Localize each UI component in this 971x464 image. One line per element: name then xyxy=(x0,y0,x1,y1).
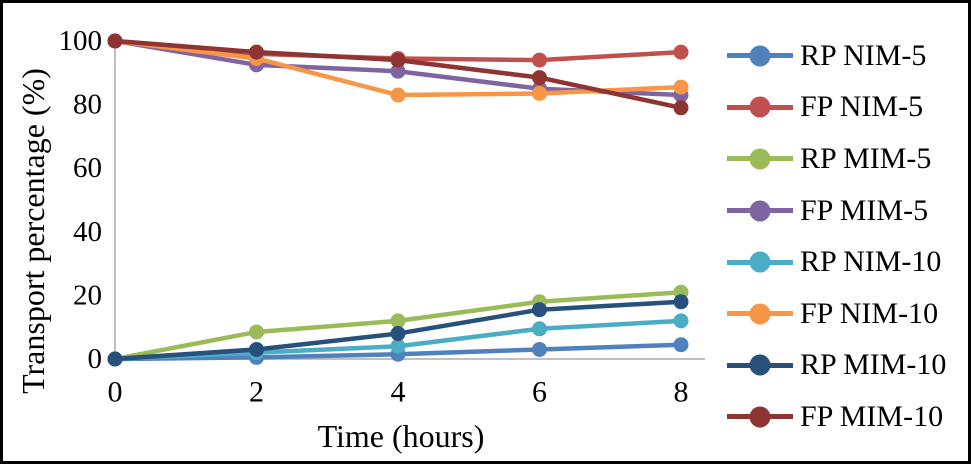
line-chart-plot-area: 0 20 40 60 80 100 0 2 4 6 8 xyxy=(59,25,705,409)
data-point-rp-mim-10-8h xyxy=(673,294,689,310)
data-point-rp-mim-5-4h xyxy=(390,313,406,329)
data-point-fp-mim-10-8h xyxy=(673,100,689,116)
x-tick-label-2: 2 xyxy=(249,376,264,409)
y-axis-title: Transport percentage (%) xyxy=(15,68,51,394)
legend-item-fp-mim-10: FP MIM-10 xyxy=(727,391,946,443)
legend-dot-icon xyxy=(749,303,771,325)
legend-label-fp-mim-5: FP MIM-5 xyxy=(800,193,929,227)
data-point-fp-nim-10-4h xyxy=(390,87,406,103)
y-tick-label-80: 80 xyxy=(73,89,102,121)
legend-item-fp-nim-10: FP NIM-10 xyxy=(727,288,946,340)
legend-item-rp-mim-10: RP MIM-10 xyxy=(727,340,946,392)
y-tick-label-60: 60 xyxy=(73,152,102,184)
data-point-fp-mim-10-6h xyxy=(532,70,547,86)
data-point-fp-mim-10-4h xyxy=(390,52,406,68)
legend-marker-icon xyxy=(727,96,793,118)
y-tick-label-40: 40 xyxy=(73,216,102,248)
x-tick-label-6: 6 xyxy=(532,376,547,409)
legend-label-rp-mim-10: RP MIM-10 xyxy=(800,348,947,382)
x-tick-label-8: 8 xyxy=(674,376,689,409)
legend-dot-icon xyxy=(749,406,771,428)
legend-item-fp-mim-5: FP MIM-5 xyxy=(727,185,946,237)
y-tick-label-100: 100 xyxy=(59,25,103,57)
legend-label-fp-mim-10: FP MIM-10 xyxy=(800,399,944,433)
legend-item-fp-nim-5: FP NIM-5 xyxy=(727,82,946,134)
data-point-fp-nim-10-6h xyxy=(532,85,547,101)
legend-label-rp-mim-5: RP MIM-5 xyxy=(800,141,932,175)
legend-dot-icon xyxy=(749,251,771,273)
legend-item-rp-nim-10: RP NIM-10 xyxy=(727,236,946,288)
data-point-rp-mim-10-6h xyxy=(532,302,547,318)
legend-dot-icon xyxy=(749,148,771,170)
legend-marker-icon xyxy=(727,251,793,273)
legend-dot-icon xyxy=(749,96,771,118)
x-tick-label-0: 0 xyxy=(108,376,123,409)
data-point-rp-mim-5-2h xyxy=(249,324,264,340)
data-point-fp-mim-10-0h xyxy=(107,33,123,49)
legend-marker-icon xyxy=(727,406,793,428)
legend-marker-icon xyxy=(727,354,793,376)
data-point-fp-mim-5-4h xyxy=(390,63,406,79)
data-point-rp-mim-10-0h xyxy=(107,351,123,367)
data-point-fp-nim-5-6h xyxy=(532,52,547,68)
legend-label-fp-nim-5: FP NIM-5 xyxy=(800,90,924,124)
legend-marker-icon xyxy=(727,200,793,222)
legend-dot-icon xyxy=(749,200,771,222)
legend-marker-icon xyxy=(727,148,793,170)
x-tick-label-4: 4 xyxy=(391,376,406,409)
legend-label-fp-nim-10: FP NIM-10 xyxy=(800,296,939,330)
data-point-rp-nim-5-6h xyxy=(532,341,547,357)
legend-dot-icon xyxy=(749,354,771,376)
x-axis-title: Time (hours) xyxy=(317,418,485,454)
data-point-rp-nim-5-8h xyxy=(673,337,689,353)
legend: RP NIM-5 FP NIM-5 RP MIM-5 FP MIM-5 RP NIM-1… xyxy=(727,30,946,443)
legend-marker-icon xyxy=(727,45,793,67)
y-tick-label-20: 20 xyxy=(73,279,102,311)
data-point-rp-mim-10-4h xyxy=(390,326,406,342)
y-tick-label-0: 0 xyxy=(88,343,103,375)
legend-item-rp-mim-5: RP MIM-5 xyxy=(727,133,946,185)
data-point-rp-mim-10-2h xyxy=(249,341,264,357)
legend-item-rp-nim-5: RP NIM-5 xyxy=(727,30,946,82)
legend-dot-icon xyxy=(749,45,771,67)
legend-label-rp-nim-10: RP NIM-10 xyxy=(800,245,942,279)
legend-marker-icon xyxy=(727,303,793,325)
data-point-rp-nim-10-6h xyxy=(532,321,547,337)
data-point-fp-nim-5-8h xyxy=(673,44,689,60)
data-point-fp-mim-10-2h xyxy=(249,44,264,60)
data-point-rp-nim-10-4h xyxy=(390,338,406,354)
data-point-rp-nim-10-8h xyxy=(673,313,689,329)
legend-label-rp-nim-5: RP NIM-5 xyxy=(800,38,927,72)
data-point-fp-nim-10-8h xyxy=(673,79,689,95)
